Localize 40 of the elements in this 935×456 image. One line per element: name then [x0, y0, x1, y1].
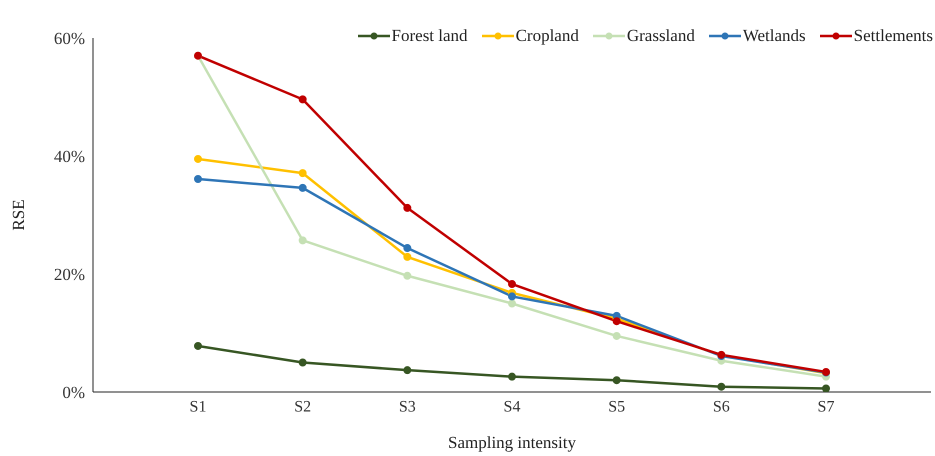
- point: [298, 184, 307, 192]
- x-tick-label: S5: [608, 398, 626, 416]
- point: [508, 372, 516, 381]
- legend-label: Cropland: [516, 26, 579, 46]
- point: [194, 154, 202, 163]
- point: [298, 358, 307, 366]
- point: [298, 95, 307, 104]
- point: [194, 342, 202, 350]
- x-tick-label: S4: [504, 398, 520, 416]
- legend-label: Grassland: [626, 26, 695, 46]
- x-axis-title: Sampling intensity: [448, 433, 576, 452]
- y-tick-label: 40%: [54, 147, 85, 166]
- x-tick-label: S7: [818, 398, 834, 416]
- point: [403, 366, 412, 374]
- point: [508, 292, 516, 300]
- point: [298, 236, 307, 244]
- x-tick-label: S1: [190, 398, 206, 416]
- point: [403, 272, 412, 280]
- point: [403, 252, 412, 261]
- point: [612, 317, 621, 326]
- point: [508, 300, 516, 308]
- x-tick-label: S6: [712, 398, 730, 416]
- x-tick-label: S2: [294, 398, 312, 416]
- y-tick-label: 20%: [54, 265, 85, 284]
- legend-label: Settlements: [854, 26, 933, 46]
- x-tick-label: S3: [398, 398, 416, 416]
- y-tick-label: 0%: [62, 383, 85, 402]
- point: [403, 244, 412, 252]
- point: [612, 332, 621, 340]
- point: [508, 280, 516, 288]
- point: [612, 376, 621, 384]
- legend-label: Forest land: [392, 26, 468, 46]
- y-tick-label: 60%: [54, 29, 85, 48]
- point: [403, 204, 412, 212]
- y-axis-title: RSE: [9, 199, 28, 231]
- point: [822, 384, 830, 392]
- point: [298, 169, 307, 178]
- legend-label: Wetlands: [742, 26, 806, 46]
- point: [194, 175, 202, 184]
- point: [717, 382, 726, 391]
